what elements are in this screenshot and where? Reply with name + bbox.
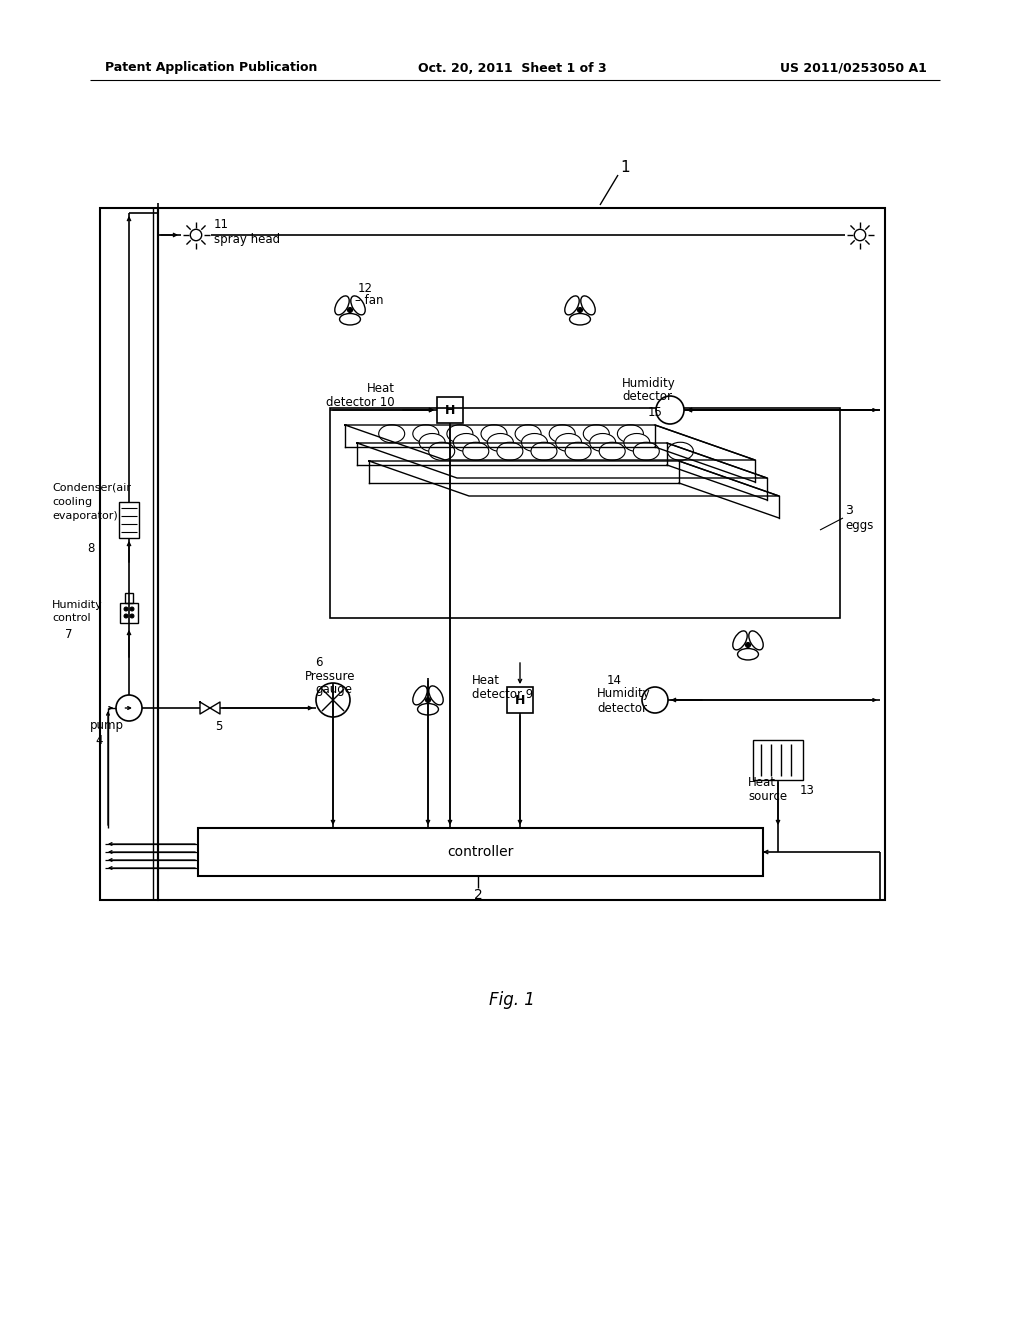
Ellipse shape (617, 425, 643, 442)
Circle shape (124, 614, 128, 618)
Text: controller: controller (446, 845, 513, 859)
Ellipse shape (487, 433, 513, 451)
Bar (100, 209, 158, 900)
Bar (120, 603, 138, 623)
Text: 3: 3 (845, 503, 853, 516)
Text: 8: 8 (87, 541, 94, 554)
Circle shape (642, 686, 668, 713)
Bar (437, 397, 463, 422)
Text: Patent Application Publication: Patent Application Publication (105, 62, 317, 74)
Circle shape (190, 230, 202, 240)
Ellipse shape (624, 433, 650, 451)
Ellipse shape (463, 442, 488, 461)
Ellipse shape (584, 425, 609, 442)
Circle shape (116, 696, 142, 721)
Text: cooling: cooling (52, 498, 92, 507)
Text: H: H (515, 693, 525, 706)
Text: 5: 5 (215, 719, 222, 733)
Circle shape (656, 396, 684, 424)
Ellipse shape (633, 442, 659, 461)
Circle shape (854, 230, 865, 240)
Text: Oct. 20, 2011  Sheet 1 of 3: Oct. 20, 2011 Sheet 1 of 3 (418, 62, 606, 74)
Text: Heat: Heat (472, 673, 500, 686)
Ellipse shape (413, 425, 439, 442)
Text: Pressure: Pressure (305, 669, 355, 682)
Text: 1: 1 (620, 161, 630, 176)
Ellipse shape (429, 442, 455, 461)
Bar (330, 408, 840, 618)
Ellipse shape (521, 433, 548, 451)
Ellipse shape (446, 425, 473, 442)
Bar (507, 686, 534, 713)
Text: pump: pump (90, 719, 124, 733)
Text: 12: 12 (358, 281, 373, 294)
Ellipse shape (599, 442, 626, 461)
Text: 2: 2 (474, 888, 482, 902)
Text: 13: 13 (800, 784, 815, 796)
Ellipse shape (549, 425, 575, 442)
Circle shape (578, 308, 583, 313)
Ellipse shape (668, 442, 693, 461)
Text: evaporator): evaporator) (52, 511, 118, 521)
Text: gauge: gauge (315, 684, 352, 697)
Text: Humidity: Humidity (52, 601, 102, 610)
Bar (119, 502, 139, 539)
Ellipse shape (419, 433, 445, 451)
Text: detector 9: detector 9 (472, 688, 534, 701)
Text: 7: 7 (65, 627, 73, 640)
Ellipse shape (379, 425, 404, 442)
Ellipse shape (481, 425, 507, 442)
Ellipse shape (590, 433, 615, 451)
Bar (158, 209, 885, 900)
Text: 11: 11 (214, 219, 229, 231)
Circle shape (124, 607, 128, 611)
Text: – fan: – fan (355, 294, 384, 308)
Circle shape (426, 697, 430, 702)
Ellipse shape (515, 425, 541, 442)
Text: Heat: Heat (367, 381, 395, 395)
Bar (753, 741, 803, 780)
Circle shape (745, 643, 751, 648)
Text: eggs: eggs (845, 519, 873, 532)
Circle shape (130, 607, 134, 611)
Circle shape (347, 308, 352, 313)
Text: US 2011/0253050 A1: US 2011/0253050 A1 (780, 62, 927, 74)
Ellipse shape (497, 442, 523, 461)
Bar (125, 593, 133, 603)
Text: 15: 15 (648, 407, 663, 420)
Text: Heat: Heat (748, 776, 776, 788)
Ellipse shape (454, 433, 479, 451)
Text: detector: detector (597, 701, 647, 714)
Ellipse shape (531, 442, 557, 461)
Text: Fig. 1: Fig. 1 (489, 991, 535, 1008)
Text: Humidity: Humidity (597, 688, 650, 701)
Bar (198, 828, 763, 876)
Ellipse shape (565, 442, 591, 461)
Circle shape (130, 614, 134, 618)
Text: 4: 4 (95, 734, 102, 747)
Text: detector: detector (622, 391, 672, 404)
Text: detector 10: detector 10 (327, 396, 395, 408)
Ellipse shape (556, 433, 582, 451)
Text: 6: 6 (315, 656, 323, 668)
Text: H: H (444, 404, 456, 417)
Text: control: control (52, 612, 91, 623)
Text: source: source (748, 789, 787, 803)
Circle shape (316, 682, 350, 717)
Text: 14: 14 (607, 673, 622, 686)
Text: spray head: spray head (214, 234, 281, 247)
Text: Condenser(air: Condenser(air (52, 483, 131, 492)
Text: Humidity: Humidity (622, 376, 676, 389)
